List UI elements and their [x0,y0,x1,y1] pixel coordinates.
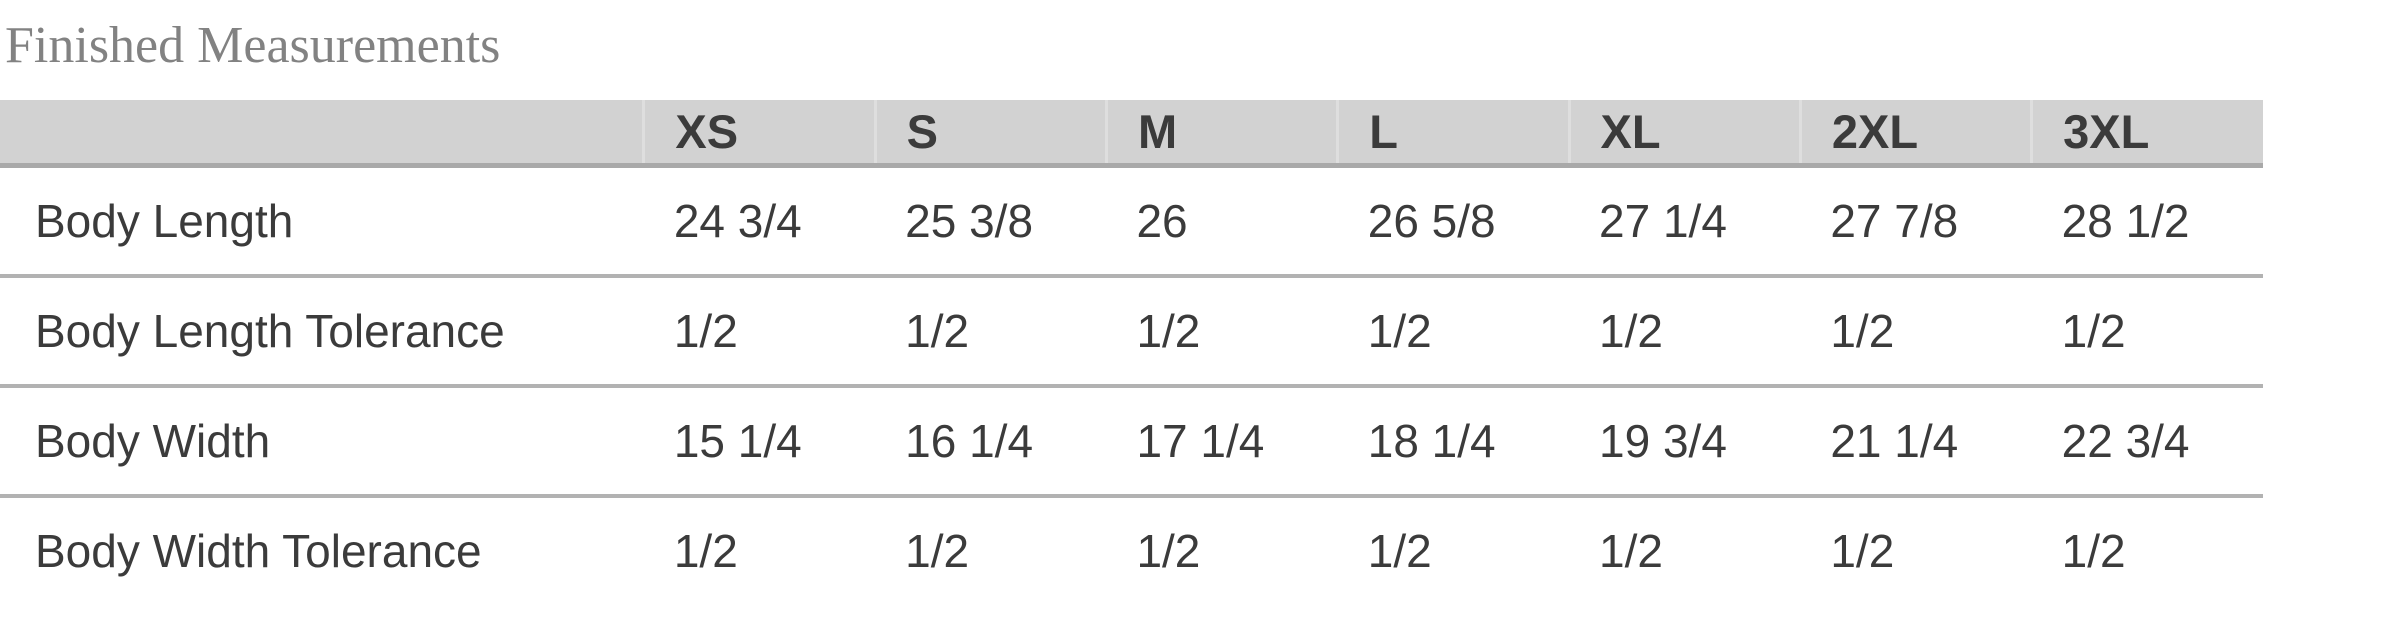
row-label: Body Width Tolerance [0,495,644,604]
measurement-cell: 24 3/4 [643,165,876,278]
measurement-cell: 16 1/4 [875,385,1107,498]
measurement-cell: 1/2 [875,275,1107,388]
table-row-body-length: Body Length 24 3/4 25 3/8 26 26 5/8 27 1… [0,165,2263,278]
header-cell-empty [0,99,644,168]
table-row-body-length-tolerance: Body Length Tolerance 1/2 1/2 1/2 1/2 1/… [0,275,2263,388]
row-label: Body Length Tolerance [0,275,644,388]
row-label: Body Length [0,165,644,278]
measurement-cell: 1/2 [1800,495,2032,604]
table-header-row: XS S M L XL 2XL 3XL [0,99,2263,168]
measurement-cell: 18 1/4 [1337,385,1570,498]
measurement-cell: 1/2 [1337,495,1570,604]
measurement-cell: 1/2 [1106,275,1338,388]
header-cell-m: M [1104,99,1338,168]
measurement-cell: 1/2 [1106,495,1338,604]
header-cell-xl: XL [1567,99,1801,168]
measurement-cell: 22 3/4 [2031,385,2263,498]
page-title: Finished Measurements [5,17,501,74]
measurement-cell: 1/2 [643,495,876,604]
row-label: Body Width [0,385,644,498]
measurement-cell: 1/2 [1569,275,1801,388]
measurement-cell: 27 7/8 [1800,165,2032,278]
measurement-cell: 1/2 [875,495,1107,604]
header-cell-2xl: 2XL [1798,99,2032,168]
measurement-cell: 1/2 [2031,495,2263,604]
measurement-cell: 17 1/4 [1106,385,1338,498]
header-cell-xs: XS [642,99,876,168]
measurement-cell: 19 3/4 [1569,385,1801,498]
measurement-cell: 26 [1106,165,1338,278]
table-row-body-width: Body Width 15 1/4 16 1/4 17 1/4 18 1/4 1… [0,385,2263,498]
table-row-body-width-tolerance: Body Width Tolerance 1/2 1/2 1/2 1/2 1/2… [0,495,2263,604]
measurement-cell: 15 1/4 [643,385,876,498]
measurement-cell: 25 3/8 [875,165,1107,278]
measurement-cell: 1/2 [2031,275,2263,388]
measurement-cell: 1/2 [1337,275,1570,388]
header-cell-s: S [873,99,1107,168]
measurement-cell: 21 1/4 [1800,385,2032,498]
measurement-cell: 1/2 [643,275,876,388]
measurement-cell: 1/2 [1800,275,2032,388]
measurement-cell: 27 1/4 [1569,165,1801,278]
measurement-cell: 1/2 [1569,495,1801,604]
header-cell-3xl: 3XL [2030,99,2263,168]
finished-measurements-table: XS S M L XL 2XL 3XL Body Length 24 3/4 2… [0,99,2263,604]
measurement-cell: 26 5/8 [1337,165,1570,278]
measurement-cell: 28 1/2 [2031,165,2263,278]
header-cell-l: L [1336,99,1570,168]
